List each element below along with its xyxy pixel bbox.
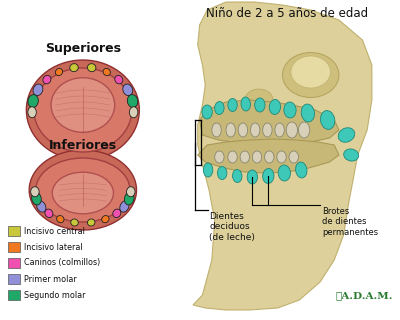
Ellipse shape [284,102,296,118]
FancyBboxPatch shape [8,274,20,284]
Ellipse shape [102,216,109,223]
Polygon shape [193,2,372,310]
Ellipse shape [320,111,335,129]
Text: Incisivo central: Incisivo central [24,227,84,236]
Ellipse shape [241,97,250,111]
Ellipse shape [26,60,139,160]
Ellipse shape [289,151,298,163]
Ellipse shape [71,219,78,226]
Ellipse shape [55,68,63,76]
Ellipse shape [245,89,273,111]
Ellipse shape [52,172,114,214]
Ellipse shape [226,123,235,137]
Ellipse shape [28,95,38,108]
Text: Niño de 2 a 5 años de edad: Niño de 2 a 5 años de edad [206,7,368,20]
FancyBboxPatch shape [8,258,20,268]
Polygon shape [198,139,339,173]
Ellipse shape [338,128,355,142]
Ellipse shape [301,104,314,122]
Ellipse shape [263,123,272,137]
Text: Primer molar: Primer molar [24,275,76,284]
Ellipse shape [228,99,237,111]
Text: Brotes
de dientes
permanentes: Brotes de dientes permanentes [322,207,378,237]
Ellipse shape [34,68,132,152]
Ellipse shape [37,201,46,212]
Ellipse shape [264,151,274,163]
Ellipse shape [218,166,227,180]
Ellipse shape [28,107,36,118]
Ellipse shape [240,151,250,163]
Text: Inferiores: Inferiores [49,139,117,151]
Ellipse shape [70,64,78,72]
Ellipse shape [275,123,284,137]
Ellipse shape [124,192,134,205]
Ellipse shape [88,64,96,72]
Ellipse shape [129,107,138,118]
Ellipse shape [291,56,330,88]
Ellipse shape [247,170,258,184]
Ellipse shape [238,123,248,137]
Ellipse shape [212,123,221,137]
Ellipse shape [88,219,95,226]
Ellipse shape [202,105,212,119]
Ellipse shape [33,84,43,96]
Ellipse shape [215,151,224,163]
FancyBboxPatch shape [8,290,20,300]
Text: Dientes
deciduos
(de leche): Dientes deciduos (de leche) [209,212,255,242]
Ellipse shape [51,78,115,132]
Ellipse shape [286,122,298,138]
Ellipse shape [228,151,237,163]
Ellipse shape [43,75,51,84]
Ellipse shape [57,216,64,223]
Ellipse shape [296,162,307,178]
Ellipse shape [120,201,129,212]
Ellipse shape [232,170,242,182]
FancyBboxPatch shape [8,226,20,236]
Text: Incisivo lateral: Incisivo lateral [24,243,82,252]
Ellipse shape [298,122,310,138]
Text: Segundo molar: Segundo molar [24,291,85,300]
Ellipse shape [255,98,265,112]
Ellipse shape [29,150,136,230]
Polygon shape [200,100,339,144]
Text: ★A.D.A.M.: ★A.D.A.M. [335,292,393,300]
Ellipse shape [103,68,110,76]
Text: Superiores: Superiores [45,42,121,54]
Ellipse shape [115,75,123,84]
Ellipse shape [31,187,39,197]
Ellipse shape [45,209,53,218]
Ellipse shape [113,209,121,218]
Ellipse shape [123,84,133,96]
Ellipse shape [252,151,262,163]
Ellipse shape [250,123,260,137]
Ellipse shape [32,192,41,205]
Text: Caninos (colmillos): Caninos (colmillos) [24,259,100,268]
Ellipse shape [282,52,339,98]
Ellipse shape [127,95,138,108]
Ellipse shape [344,149,359,161]
FancyBboxPatch shape [8,242,20,252]
Ellipse shape [269,100,280,115]
Ellipse shape [263,169,274,183]
Ellipse shape [36,158,130,222]
Ellipse shape [277,151,286,163]
Ellipse shape [126,187,135,197]
Ellipse shape [215,101,224,115]
Ellipse shape [278,165,290,181]
Ellipse shape [203,163,213,177]
